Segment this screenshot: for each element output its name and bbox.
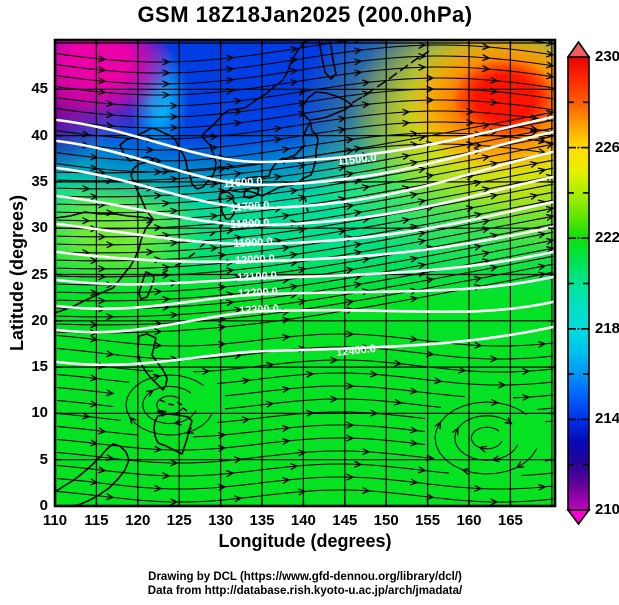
y-tick-label: 15	[31, 358, 48, 376]
y-tick-label: 20	[31, 311, 48, 329]
y-tick-label: 0	[39, 497, 48, 514]
x-tick-label: 110	[42, 512, 68, 529]
colorbar-tick-label: 210	[595, 501, 619, 518]
page-title: GSM 18Z18Jan2025 (200.0hPa)	[137, 2, 473, 27]
y-tick-label: 35	[31, 172, 48, 190]
colorbar-bottom-arrow	[566, 509, 591, 526]
x-tick-label: 140	[290, 512, 316, 529]
colorbar-tick-label: 214	[595, 410, 619, 428]
x-tick-label: 155	[415, 512, 441, 529]
x-tick-label: 120	[125, 512, 151, 529]
x-tick-label: 150	[373, 512, 399, 529]
contour-height-label: 12000.0	[234, 252, 276, 268]
colorbar-tick-label: 230	[595, 48, 619, 65]
y-tick-label: 40	[31, 126, 48, 144]
x-tick-label: 115	[84, 512, 109, 529]
colorbar-tick-label: 222	[595, 229, 619, 247]
x-tick-label: 125	[166, 512, 192, 529]
x-tick-label: 135	[249, 512, 275, 529]
x-axis-title: Longitude (degrees)	[218, 531, 392, 551]
x-tick-label: 160	[456, 512, 482, 529]
colorbar-top-arrow	[566, 40, 591, 58]
credit-line-dcl: Drawing by DCL (https://www.gfd-dennou.o…	[148, 571, 462, 583]
contour-height-label: 11900.0	[233, 235, 273, 251]
x-tick-label: 165	[497, 512, 523, 529]
temperature-field	[55, 40, 555, 506]
y-axis-title: Latitude (degrees)	[7, 194, 27, 352]
x-tick-label: 130	[208, 512, 234, 529]
x-tick-label: 145	[332, 512, 358, 529]
colorbar-tick-label: 226	[595, 138, 619, 156]
contour-height-label: 11800.0	[230, 216, 270, 232]
y-tick-label: 25	[31, 265, 48, 283]
colorbar-ticks	[568, 101, 589, 466]
y-tick-label: 10	[31, 404, 48, 422]
contour-height-label: 12200.0	[237, 285, 279, 301]
y-tick-label: 45	[31, 80, 48, 98]
y-tick-label: 30	[31, 219, 48, 237]
colorbar-tick-label: 218	[595, 319, 619, 337]
contour-height-label: 12100.0	[236, 269, 278, 285]
y-tick-label: 5	[39, 450, 48, 468]
colorbar	[567, 56, 590, 511]
credit-line-data: Data from http://database.rish.kyoto-u.a…	[147, 585, 463, 597]
contour-height-label: 12300.0	[238, 302, 280, 318]
